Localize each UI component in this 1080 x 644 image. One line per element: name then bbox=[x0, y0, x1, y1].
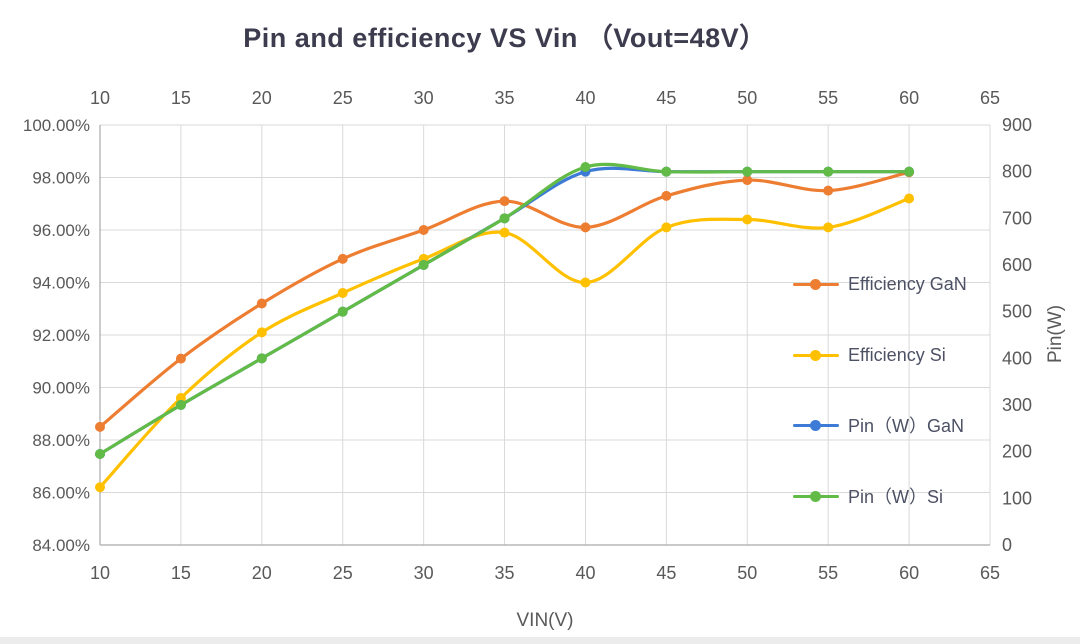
legend-item-efficiency-gan: Efficiency GaN bbox=[793, 273, 967, 295]
x-tick-label-top: 40 bbox=[575, 88, 595, 108]
x-axis-title: VIN(V) bbox=[516, 610, 574, 631]
data-point-efficiency-gan bbox=[256, 298, 267, 309]
legend-item-efficiency-si: Efficiency Si bbox=[793, 344, 946, 366]
x-tick-label-bottom: 55 bbox=[818, 563, 838, 583]
data-point-efficiency-gan bbox=[742, 175, 753, 186]
left-y-tick-label: 100.00% bbox=[23, 116, 90, 135]
data-point-efficiency-gan bbox=[580, 222, 591, 233]
data-point-pin-w-si bbox=[904, 166, 915, 177]
data-point-pin-w-si bbox=[742, 166, 753, 177]
right-y-tick-label: 100 bbox=[1002, 488, 1032, 508]
right-y-tick-label: 300 bbox=[1002, 395, 1032, 415]
data-point-efficiency-si bbox=[499, 227, 510, 238]
x-tick-label-top: 10 bbox=[90, 88, 110, 108]
data-point-efficiency-si bbox=[95, 482, 105, 493]
data-point-pin-w-si bbox=[175, 400, 186, 410]
right-y-axis-title: Pin(W) bbox=[1045, 304, 1066, 364]
data-point-pin-w-si bbox=[337, 306, 348, 317]
x-tick-label-top: 30 bbox=[414, 88, 434, 108]
x-tick-label-top: 65 bbox=[980, 88, 1000, 108]
x-tick-label-top: 20 bbox=[252, 88, 272, 108]
x-tick-label-bottom: 25 bbox=[333, 563, 353, 583]
x-tick-label-bottom: 45 bbox=[656, 563, 676, 583]
line-marker-icon bbox=[793, 490, 839, 502]
legend-label: Efficiency Si bbox=[848, 344, 946, 365]
legend-item-pin-si: Pin（W）Si bbox=[793, 485, 943, 507]
window-bottom-edge bbox=[0, 637, 1080, 644]
chart-title: Pin and efficiency VS Vin （Vout=48V） bbox=[243, 23, 767, 53]
data-point-efficiency-gan bbox=[499, 196, 510, 207]
line-marker-icon bbox=[793, 278, 839, 290]
data-point-efficiency-si bbox=[580, 277, 591, 288]
data-point-efficiency-si bbox=[904, 193, 915, 204]
x-tick-label-bottom: 50 bbox=[737, 563, 757, 583]
data-point-pin-w-si bbox=[95, 449, 105, 459]
x-tick-label-top: 35 bbox=[495, 88, 515, 108]
right-y-tick-label: 400 bbox=[1002, 348, 1032, 368]
right-y-tick-label: 600 bbox=[1002, 255, 1032, 275]
x-tick-label-bottom: 65 bbox=[980, 563, 1000, 583]
data-point-efficiency-si bbox=[175, 393, 186, 403]
x-tick-label-bottom: 40 bbox=[575, 563, 595, 583]
x-tick-label-top: 45 bbox=[656, 88, 676, 108]
right-y-tick-label: 800 bbox=[1002, 162, 1032, 182]
legend-label: Pin（W）Si bbox=[848, 487, 944, 507]
x-tick-label-top: 25 bbox=[333, 88, 353, 108]
right-y-tick-label: 700 bbox=[1002, 208, 1032, 228]
line-marker-icon bbox=[793, 349, 839, 361]
data-point-pin-w-si bbox=[823, 166, 834, 177]
x-tick-label-bottom: 20 bbox=[252, 563, 272, 583]
data-point-efficiency-gan bbox=[823, 185, 834, 196]
x-tick-label-top: 50 bbox=[737, 88, 757, 108]
line-marker-icon bbox=[793, 419, 839, 431]
x-tick-label-top: 55 bbox=[818, 88, 838, 108]
left-y-tick-label: 96.00% bbox=[32, 221, 90, 240]
x-tick-label-bottom: 30 bbox=[414, 563, 434, 583]
x-tick-label-top: 15 bbox=[171, 88, 191, 108]
right-y-tick-label: 500 bbox=[1002, 302, 1032, 322]
data-point-pin-w-si bbox=[580, 162, 591, 172]
data-point-pin-w-si bbox=[499, 213, 510, 224]
left-y-tick-label: 98.00% bbox=[32, 169, 90, 188]
data-point-pin-w-si bbox=[418, 260, 429, 270]
data-point-efficiency-si bbox=[823, 222, 834, 233]
left-y-tick-label: 90.00% bbox=[32, 379, 90, 398]
data-point-efficiency-si bbox=[256, 327, 267, 338]
data-point-efficiency-gan bbox=[661, 190, 672, 201]
data-point-efficiency-gan bbox=[418, 225, 429, 235]
legend-label: Pin（W）GaN bbox=[848, 416, 965, 436]
legend-label: Efficiency GaN bbox=[848, 273, 967, 294]
left-y-tick-label: 94.00% bbox=[32, 274, 90, 293]
left-y-tick-label: 84.00% bbox=[32, 536, 90, 555]
right-y-tick-label: 900 bbox=[1002, 115, 1032, 135]
data-point-pin-w-si bbox=[256, 353, 267, 364]
x-tick-label-bottom: 10 bbox=[90, 563, 110, 583]
right-y-tick-label: 0 bbox=[1002, 535, 1012, 555]
data-point-efficiency-gan bbox=[337, 253, 348, 264]
right-y-tick-label: 200 bbox=[1002, 442, 1032, 462]
data-point-efficiency-si bbox=[337, 288, 348, 298]
left-y-tick-label: 92.00% bbox=[32, 326, 90, 345]
left-y-tick-label: 88.00% bbox=[32, 431, 90, 450]
legend-item-pin-gan: Pin（W）GaN bbox=[793, 414, 964, 436]
data-point-efficiency-si bbox=[742, 214, 753, 225]
data-point-efficiency-gan bbox=[95, 421, 105, 432]
data-point-efficiency-si bbox=[661, 222, 672, 233]
x-tick-label-top: 60 bbox=[899, 88, 919, 108]
x-tick-label-bottom: 15 bbox=[171, 563, 191, 583]
x-tick-label-bottom: 35 bbox=[495, 563, 515, 583]
data-point-pin-w-si bbox=[661, 166, 672, 177]
x-tick-label-bottom: 60 bbox=[899, 563, 919, 583]
left-y-tick-label: 86.00% bbox=[32, 484, 90, 503]
data-point-efficiency-gan bbox=[175, 353, 186, 364]
